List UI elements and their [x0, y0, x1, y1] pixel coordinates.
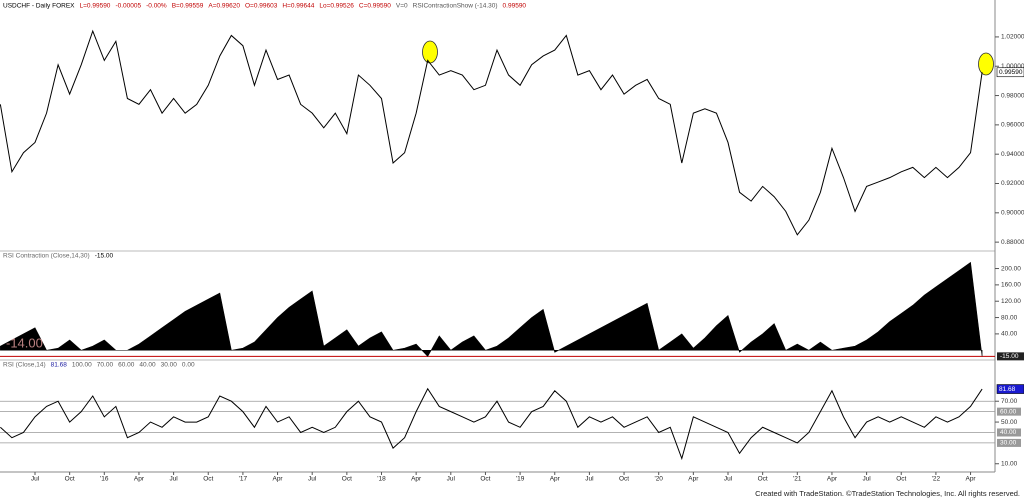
x-tick-label: Apr — [688, 476, 699, 483]
x-tick-label: Oct — [758, 476, 768, 483]
value-box — [996, 384, 1024, 394]
x-tick-label: '19 — [516, 476, 525, 483]
highlight-circle — [422, 40, 438, 64]
x-tick-label: Oct — [896, 476, 906, 483]
y-tick-label: 0.96000 — [1001, 122, 1024, 129]
header-text: C=0.99590 — [359, 3, 391, 10]
header-text: USDCHF - Daily FOREX — [3, 3, 75, 10]
header-text: -0.00% — [146, 3, 167, 10]
level-label: 30.00 — [1000, 440, 1017, 447]
x-tick-label: Jul — [169, 476, 178, 483]
header: USDCHF - Daily FOREX L=0.99590 -0.00005 -0.… — [3, 3, 526, 369]
y-tick-label: 200.00 — [1001, 265, 1021, 272]
header-text: 60.00 — [118, 362, 135, 369]
header-text: RSIContractionShow (-14.30) — [413, 3, 498, 10]
x-tick-label: Apr — [827, 476, 838, 483]
x-tick-label: '17 — [239, 476, 248, 483]
header-text: A=0.99620 — [208, 3, 240, 10]
contraction-area — [0, 261, 983, 357]
header-text: B=0.99559 — [172, 3, 204, 10]
price-line — [0, 387, 983, 461]
x-tick-label: Apr — [134, 476, 145, 483]
x-tick-label: Jul — [862, 476, 871, 483]
header-text: Lo=0.99526 — [319, 3, 354, 10]
footer: Created with TradeStation. ©TradeStation… — [755, 489, 1020, 498]
highlight-circle — [978, 52, 994, 76]
x-tick-label: Oct — [619, 476, 629, 483]
header-text: 70.00 — [97, 362, 114, 369]
y-tick-label: 50.00 — [1001, 419, 1018, 426]
y-tick-label: 40.00 — [1001, 331, 1018, 338]
y-tick-label: 10.00 — [1001, 460, 1018, 467]
header-text: RSI (Close,14) — [3, 362, 46, 369]
x-tick-label: Oct — [480, 476, 490, 483]
y-tick-label: 80.00 — [1001, 314, 1018, 321]
level-label: -15.00 — [1000, 353, 1019, 360]
overlay-label: -14.00 — [6, 336, 43, 351]
header-text: V=0 — [396, 3, 408, 10]
x-tick-label: Jul — [585, 476, 594, 483]
last-value-label: 81.68 — [999, 386, 1016, 393]
x-tick-label: Jul — [447, 476, 456, 483]
value-box — [997, 352, 1024, 361]
level-label: 40.00 — [1000, 429, 1017, 436]
x-tick-label: Jul — [31, 476, 40, 483]
header-text: -15.00 — [95, 253, 114, 260]
x-tick-label: '18 — [377, 476, 386, 483]
header-text: RSI Contraction (Close,14,30) — [3, 253, 90, 260]
x-tick-label: Oct — [342, 476, 352, 483]
price-line — [0, 29, 983, 236]
header-text: H=0.99644 — [282, 3, 314, 10]
header-text: 0.99590 — [503, 3, 527, 10]
x-tick-label: Apr — [272, 476, 283, 483]
y-tick-label: 70.00 — [1001, 398, 1018, 405]
value-box — [996, 67, 1024, 78]
value-box — [997, 428, 1021, 437]
y-tick-label: 0.90000 — [1001, 210, 1024, 217]
header-text: 81.68 — [51, 362, 68, 369]
y-tick-label: 1.00000 — [1001, 63, 1024, 70]
level-label: 60.00 — [1000, 408, 1017, 415]
header-text: 30.00 — [161, 362, 178, 369]
x-tick-label: Apr — [965, 476, 976, 483]
y-tick-label: 0.94000 — [1001, 151, 1024, 158]
header-text: 40.00 — [139, 362, 156, 369]
last-value-label: 0.99590 — [999, 69, 1023, 76]
y-tick-label: 0.98000 — [1001, 92, 1024, 99]
x-tick-label: Oct — [203, 476, 213, 483]
y-tick-label: 120.00 — [1001, 298, 1021, 305]
value-box — [997, 407, 1021, 416]
y-tick-label: 1.02000 — [1001, 34, 1024, 41]
x-tick-label: '22 — [932, 476, 941, 483]
x-tick-label: '21 — [793, 476, 802, 483]
header-text: 0.00 — [182, 362, 195, 369]
x-tick-label: '20 — [654, 476, 663, 483]
header-text: O=0.99603 — [245, 3, 278, 10]
header-text: -0.00005 — [115, 3, 141, 10]
x-tick-label: Jul — [724, 476, 733, 483]
x-tick-label: Apr — [550, 476, 561, 483]
value-box — [997, 438, 1021, 447]
y-tick-label: 0.92000 — [1001, 180, 1024, 187]
header-text: L=0.99590 — [80, 3, 111, 10]
x-tick-label: Jul — [308, 476, 317, 483]
y-tick-label: 160.00 — [1001, 282, 1021, 289]
x-tick-label: '16 — [100, 476, 109, 483]
header-text: 100.00 — [72, 362, 92, 369]
y-tick-label: 0.88000 — [1001, 239, 1024, 246]
x-tick-label: Apr — [411, 476, 422, 483]
x-tick-label: Oct — [65, 476, 75, 483]
plot-layer: 0.88000 0.90000 0.92000 0.94000 0.96000 0.980… — [0, 29, 1024, 483]
